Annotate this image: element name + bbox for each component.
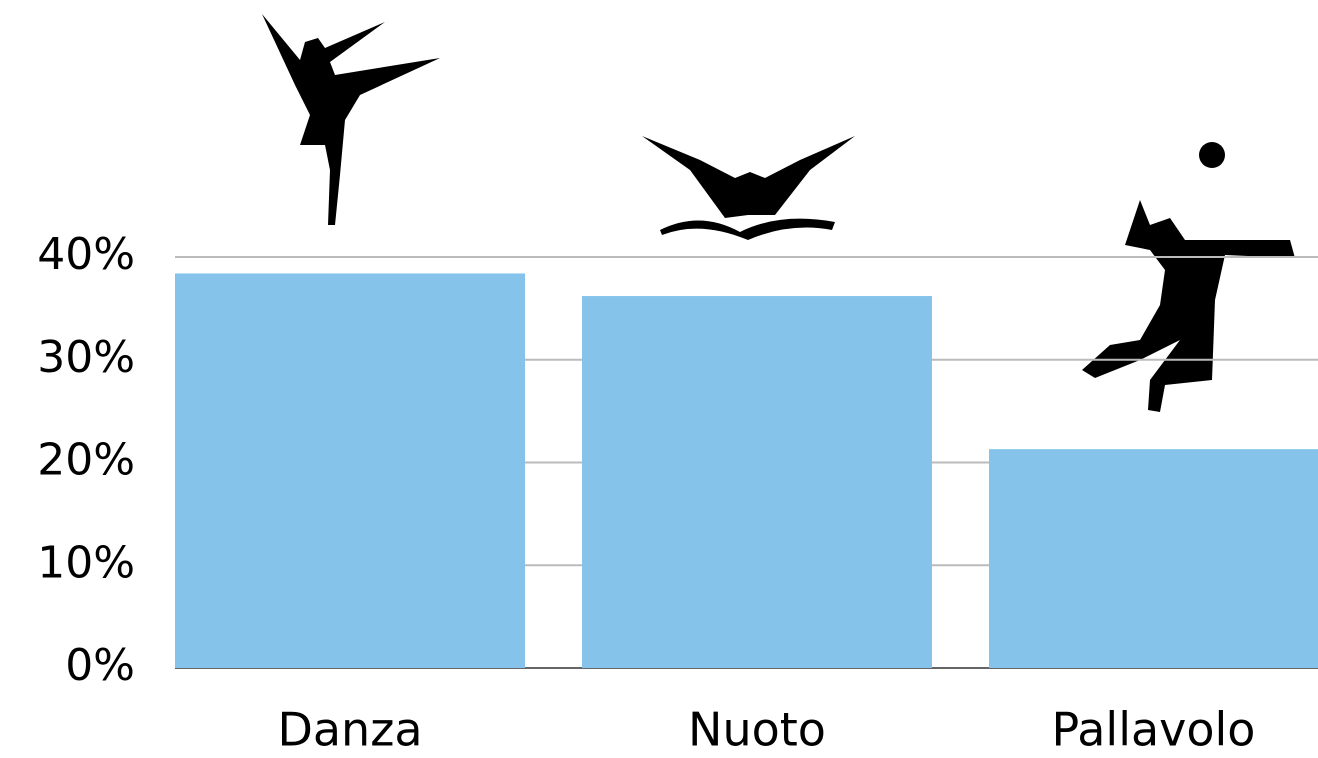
y-tick-label: 0%: [65, 640, 135, 691]
bar: [582, 296, 932, 668]
swimmer-icon: [642, 136, 855, 240]
y-tick-label: 20%: [37, 435, 135, 486]
x-tick-label: Danza: [277, 703, 422, 757]
volleyball-icon: [1082, 142, 1295, 412]
x-tick-label: Pallavolo: [1052, 703, 1256, 757]
x-tick-label: Nuoto: [688, 703, 826, 757]
y-tick-label: 40%: [37, 229, 135, 280]
bar: [989, 449, 1318, 668]
dancer-icon: [262, 14, 440, 225]
bar: [175, 273, 525, 668]
y-tick-label: 10%: [37, 537, 135, 588]
y-tick-label: 30%: [37, 332, 135, 383]
